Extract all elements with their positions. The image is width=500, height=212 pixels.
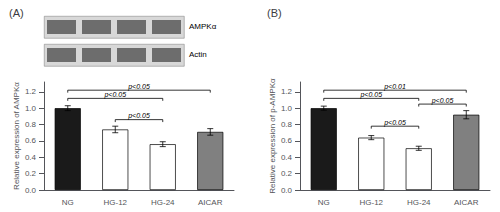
svg-text:HG-12: HG-12 bbox=[359, 198, 383, 207]
svg-text:0.6: 0.6 bbox=[281, 136, 293, 145]
svg-text:Relative expression of p-AMPKα: Relative expression of p-AMPKα bbox=[268, 78, 277, 194]
svg-text:0.0: 0.0 bbox=[281, 186, 293, 195]
svg-text:p<0.01: p<0.01 bbox=[383, 83, 406, 91]
svg-text:Actin: Actin bbox=[189, 50, 207, 59]
svg-text:0.2: 0.2 bbox=[281, 169, 293, 178]
svg-text:AMPKα: AMPKα bbox=[189, 22, 217, 31]
svg-text:0.4: 0.4 bbox=[25, 153, 37, 162]
svg-text:1.2: 1.2 bbox=[281, 87, 293, 96]
svg-text:(A): (A) bbox=[9, 7, 24, 19]
svg-text:p<0.05: p<0.05 bbox=[431, 97, 454, 105]
svg-text:HG-12: HG-12 bbox=[103, 198, 127, 207]
svg-text:0.6: 0.6 bbox=[25, 136, 37, 145]
svg-text:p<0.05: p<0.05 bbox=[127, 83, 150, 91]
svg-text:NG: NG bbox=[62, 198, 74, 207]
svg-text:Relative expression of AMPKα: Relative expression of AMPKα bbox=[12, 82, 21, 190]
svg-text:0.8: 0.8 bbox=[25, 120, 37, 129]
svg-text:0.4: 0.4 bbox=[281, 153, 293, 162]
svg-text:0.8: 0.8 bbox=[281, 120, 293, 129]
svg-text:1.2: 1.2 bbox=[25, 87, 37, 96]
svg-text:AICAR: AICAR bbox=[454, 198, 479, 207]
svg-text:0.0: 0.0 bbox=[25, 186, 37, 195]
svg-text:AICAR: AICAR bbox=[198, 198, 223, 207]
svg-text:HG-24: HG-24 bbox=[407, 198, 431, 207]
svg-text:p<0.05: p<0.05 bbox=[103, 91, 126, 99]
svg-text:p<0.05: p<0.05 bbox=[383, 119, 406, 127]
svg-text:HG-24: HG-24 bbox=[151, 198, 175, 207]
svg-text:0.2: 0.2 bbox=[25, 169, 37, 178]
svg-text:NG: NG bbox=[318, 198, 330, 207]
svg-text:1.0: 1.0 bbox=[281, 104, 293, 113]
svg-text:p<0.05: p<0.05 bbox=[127, 112, 150, 120]
svg-text:(B): (B) bbox=[267, 7, 282, 19]
svg-text:p<0.05: p<0.05 bbox=[359, 91, 382, 99]
svg-text:1.0: 1.0 bbox=[25, 104, 37, 113]
